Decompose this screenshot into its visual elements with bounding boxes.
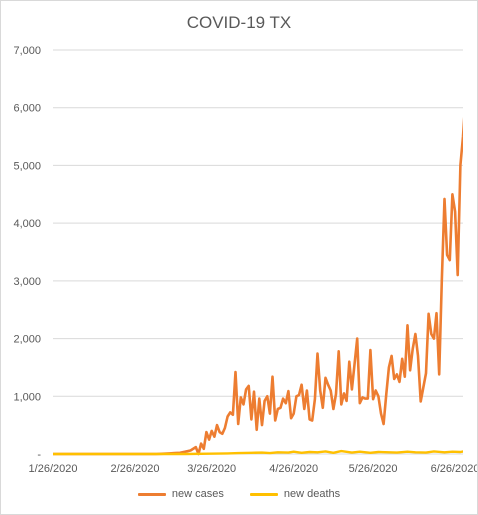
series-line-new-deaths <box>53 449 463 456</box>
series-line-new-cases <box>53 116 463 456</box>
x-tick-label: 4/26/2020 <box>269 463 318 475</box>
x-tick-label: 2/26/2020 <box>111 463 160 475</box>
legend-swatch-new-deaths <box>249 492 278 496</box>
y-tick-label: 6,000 <box>13 103 41 115</box>
y-tick-label: 5,000 <box>13 160 41 172</box>
x-tick-label: 5/26/2020 <box>349 463 398 475</box>
x-tick-label: 6/26/2020 <box>431 463 477 475</box>
legend-label-new-cases: new cases <box>171 488 224 500</box>
y-tick-label: - <box>37 449 41 461</box>
y-tick-label: 4,000 <box>13 218 41 230</box>
y-tick-label: 1,000 <box>13 391 41 403</box>
y-tick-label: 3,000 <box>13 276 41 288</box>
legend-item-new-cases: new cases <box>137 488 224 500</box>
x-tick-label: 1/26/2020 <box>29 463 78 475</box>
y-tick-label: 2,000 <box>13 334 41 346</box>
line-chart: - 1,000 2,000 3,000 4,000 5,000 6,000 7,000 1/26… <box>13 45 477 475</box>
legend-swatch-new-cases <box>137 492 166 496</box>
legend-label-new-deaths: new deaths <box>283 488 341 500</box>
y-tick-label: 7,000 <box>13 45 41 57</box>
chart-title: COVID-19 TX <box>186 13 292 32</box>
x-tick-label: 3/26/2020 <box>187 463 236 475</box>
legend-item-new-deaths: new deaths <box>249 488 341 500</box>
chart-legend: new cases new deaths <box>1 488 477 500</box>
